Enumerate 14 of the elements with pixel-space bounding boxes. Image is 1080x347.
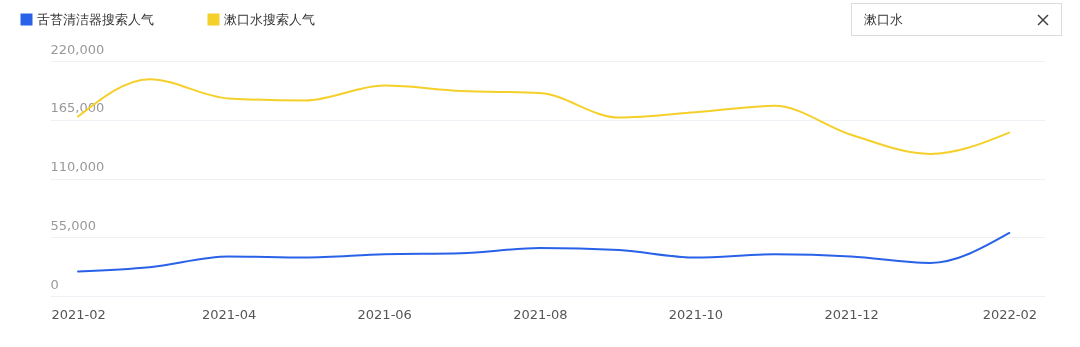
x-tick-label: 2021-10 bbox=[668, 306, 724, 322]
y-tick-label: 220,000 bbox=[50, 41, 105, 57]
x-tick-label: 2021-06 bbox=[357, 306, 412, 322]
y-tick-label: 110,000 bbox=[50, 159, 105, 174]
y-tick-label: 0 bbox=[50, 276, 59, 292]
legend-label: 漱口水搜索人气 bbox=[224, 11, 315, 27]
x-tick-label: 2021-02 bbox=[51, 306, 106, 322]
x-tick-label: 2021-12 bbox=[824, 306, 879, 322]
x-tick-label: 2021-04 bbox=[201, 306, 257, 322]
x-tick-label: 2022-02 bbox=[982, 306, 1037, 322]
legend-label: 舌苔清洁器搜索人气 bbox=[37, 11, 154, 27]
search-field: 漱口水 bbox=[851, 3, 1062, 36]
y-tick-label: 55,000 bbox=[50, 217, 96, 233]
x-tick-label: 2021-08 bbox=[513, 306, 568, 322]
